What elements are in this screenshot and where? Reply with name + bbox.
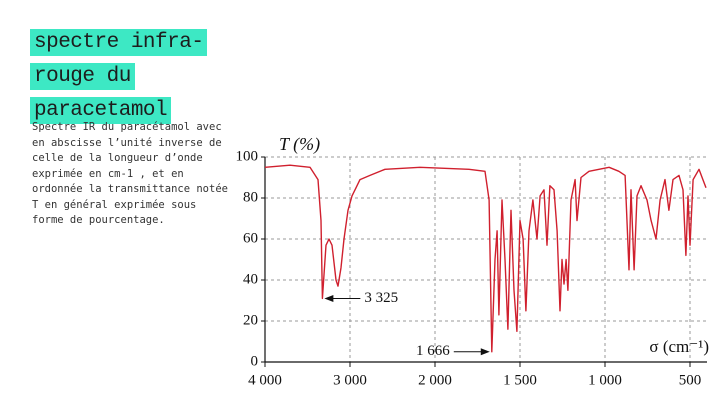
x-tick-label: 1 000 bbox=[588, 372, 622, 388]
x-tick-label: 2 000 bbox=[418, 372, 452, 388]
annotation-label: 1 666 bbox=[416, 343, 450, 359]
x-tick-label: 1 500 bbox=[503, 372, 537, 388]
y-tick-label: 80 bbox=[243, 189, 258, 205]
arrow-head bbox=[480, 348, 490, 356]
x-tick-label: 500 bbox=[679, 372, 702, 388]
description: Spectre IR du paracétamol avec en abscis… bbox=[32, 121, 228, 226]
y-tick-label: 20 bbox=[243, 312, 258, 328]
x-axis-label: σ (cm⁻¹) bbox=[649, 337, 709, 356]
y-tick-label: 0 bbox=[251, 353, 259, 369]
x-tick-label: 4 000 bbox=[248, 372, 282, 388]
arrow-head bbox=[324, 294, 334, 302]
x-tick-label: 3 000 bbox=[333, 372, 367, 388]
y-axis-label: T (%) bbox=[279, 134, 320, 155]
spectrum-line bbox=[264, 164, 707, 353]
y-tick-label: 40 bbox=[243, 271, 258, 287]
y-tick-label: 60 bbox=[243, 230, 258, 246]
annotation-label: 3 325 bbox=[364, 290, 398, 306]
slide-title: spectre infra-rouge du paracetamol bbox=[30, 26, 250, 128]
y-tick-label: 100 bbox=[236, 148, 259, 164]
